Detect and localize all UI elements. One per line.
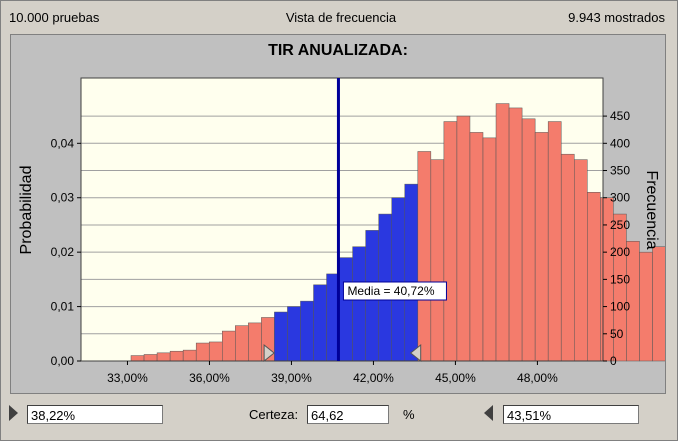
histogram-bar [404, 183, 419, 362]
histogram-bar [469, 132, 484, 362]
x-tick-label: 42,00% [353, 371, 394, 385]
x-tick-label: 48,00% [517, 371, 558, 385]
mean-label-box [342, 281, 447, 301]
y-tick-label: 0,00 [51, 354, 75, 368]
histogram-bar [287, 306, 301, 362]
histogram-bar [587, 192, 601, 362]
header-bar: 10.000 pruebas Vista de frecuencia 9.943… [1, 1, 677, 31]
lower-bound-marker [263, 343, 275, 363]
x-tick-label: 45,00% [435, 371, 476, 385]
y2-tick-label: 250 [610, 218, 630, 232]
y2-tick-label: 350 [610, 164, 630, 178]
histogram-bar [456, 115, 471, 362]
y2-tick-label: 450 [610, 109, 630, 123]
histogram-bar [417, 151, 432, 362]
y-tick-label: 0,02 [51, 245, 75, 259]
certainty-bar: 38,22% Certeza: 64,62 % 43,51% [1, 399, 677, 439]
view-name[interactable]: Vista de frecuencia [285, 10, 397, 25]
y-tick-label: 0,01 [51, 300, 75, 314]
upper-grabber-icon[interactable] [484, 405, 493, 421]
lower-grabber-icon[interactable] [9, 405, 18, 421]
histogram-bar [274, 311, 288, 362]
plot-frame [80, 77, 604, 362]
histogram-bar [573, 159, 588, 362]
histogram-bar [130, 355, 145, 362]
histogram-bars [130, 103, 678, 362]
histogram-bar [169, 350, 184, 362]
certainty-unit: % [403, 407, 415, 422]
y-tick-label: 0,04 [51, 136, 75, 150]
shown-count: 9.943 mostrados [568, 10, 665, 25]
histogram-bar [495, 103, 510, 362]
y-axis-label: Probabilidad [18, 166, 35, 255]
histogram-bar [652, 246, 666, 362]
histogram-bar [182, 349, 197, 362]
x-tick-label: 33,00% [107, 371, 148, 385]
y2-tick-label: 200 [610, 245, 630, 259]
y2-tick-label: 400 [610, 136, 630, 150]
trials-count: 10.000 pruebas [9, 10, 100, 25]
upper-bound-input[interactable]: 43,51% [503, 405, 639, 424]
histogram-bar [508, 107, 523, 362]
x-tick-label: 39,00% [271, 371, 312, 385]
y2-tick-label: 150 [610, 272, 630, 286]
histogram-bar [156, 352, 171, 362]
histogram-bar [313, 284, 327, 362]
histogram-bar [560, 153, 575, 362]
y2-tick-label: 100 [610, 300, 630, 314]
range-markers: Media = 40,72% [263, 78, 447, 363]
axes: 0,00 0,01 0,02 0,03 0,04 0 50 100 150 200 250 300 35… [51, 77, 630, 385]
histogram-bar [235, 325, 249, 362]
lower-bound-input[interactable]: 38,22% [27, 405, 163, 424]
y2-tick-label: 300 [610, 191, 630, 205]
y-tick-label: 0,03 [51, 191, 75, 205]
histogram-bar [443, 121, 458, 362]
y2-tick-label: 0 [610, 354, 617, 368]
histogram-bar [339, 257, 353, 362]
histogram-bar [222, 330, 236, 362]
y2-tick-label: 50 [610, 327, 624, 341]
histogram-bar [639, 251, 653, 362]
chart-panel: TIR ANUALIZADA: 0,00 0,01 0,02 0,03 0,04 0 50 1… [10, 34, 678, 394]
histogram-bar [482, 137, 497, 362]
histogram-bar [208, 341, 223, 362]
y2-axis-label: Frecuencia [643, 170, 660, 249]
certainty-input[interactable]: 64,62 [307, 405, 389, 424]
histogram-bar [534, 132, 549, 362]
histogram-bar [195, 342, 210, 362]
frequency-chart: TIR ANUALIZADA: 0,00 0,01 0,02 0,03 0,04 0 50 1… [18, 42, 678, 385]
histogram-bar [300, 300, 314, 362]
histogram-bar [547, 121, 562, 362]
histogram-bar [248, 322, 262, 362]
mean-label: Media = 40,72% [347, 284, 434, 298]
histogram-bar [430, 159, 445, 362]
histogram-bar [143, 354, 158, 362]
histogram-bar [521, 118, 536, 362]
histogram-bar [391, 197, 406, 362]
certainty-label: Certeza: [249, 407, 299, 422]
histogram-bar [352, 246, 366, 362]
upper-bound-marker [409, 343, 422, 363]
chart-title: TIR ANUALIZADA: [268, 42, 408, 59]
x-tick-label: 36,00% [189, 371, 230, 385]
